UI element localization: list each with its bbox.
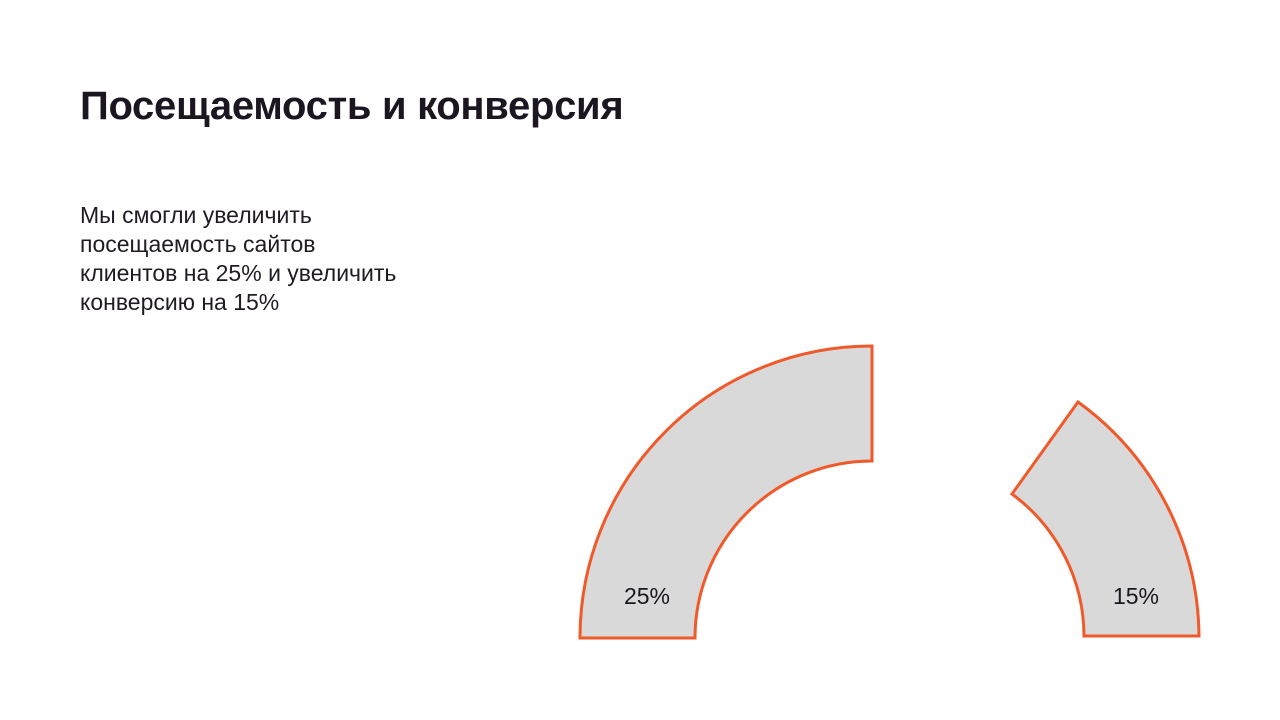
gauge-label-15: 15% xyxy=(1113,583,1159,609)
gauge-segment-15 xyxy=(1009,399,1201,638)
gauge-label-25: 25% xyxy=(624,583,670,609)
slide-description: Мы смогли увеличить посещаемость сайтов … xyxy=(80,202,397,315)
gauge-segment-25 xyxy=(578,344,874,640)
slide-title: Посещаемость и конверсия xyxy=(80,84,624,128)
